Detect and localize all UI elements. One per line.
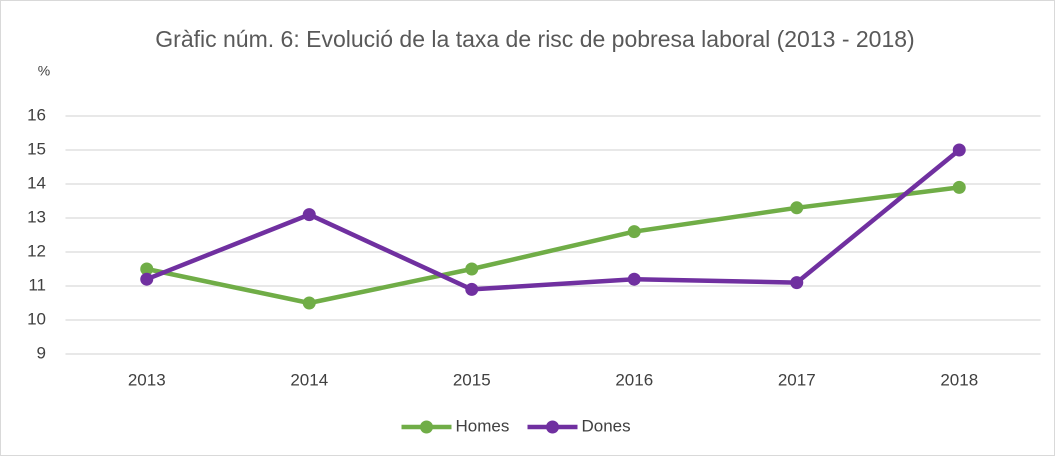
y-tick-label: 15 (27, 139, 46, 158)
data-point (465, 282, 479, 296)
data-point (465, 262, 479, 276)
data-point (790, 276, 804, 290)
data-point (952, 180, 966, 194)
y-tick-label: 14 (27, 173, 46, 192)
series-line (145, 148, 961, 292)
x-tick-label: 2013 (128, 370, 166, 389)
y-tick-label: 12 (27, 241, 46, 260)
data-point (952, 143, 966, 157)
data-point (302, 208, 316, 222)
y-tick-label: 10 (27, 309, 46, 328)
y-tick-label: 13 (27, 207, 46, 226)
data-point (627, 272, 641, 286)
series-line (146, 185, 960, 306)
legend-label: Homes (456, 416, 510, 435)
data-point (302, 296, 316, 310)
data-point (140, 262, 154, 276)
x-tick-label: 2015 (453, 370, 491, 389)
data-point (627, 225, 641, 239)
legend-label: Dones (582, 416, 631, 435)
data-point (790, 201, 804, 215)
x-tick-label: 2014 (290, 370, 328, 389)
x-tick-label: 2016 (615, 370, 653, 389)
y-axis-label: % (38, 63, 50, 79)
y-tick-label: 16 (27, 105, 46, 124)
legend-marker (546, 420, 559, 434)
data-point (140, 272, 154, 286)
x-tick-label: 2017 (778, 370, 816, 389)
chart-title: Gràfic núm. 6: Evolució de la taxa de ri… (155, 26, 915, 52)
x-tick-label: 2018 (940, 370, 978, 389)
y-tick-label: 11 (28, 275, 46, 294)
y-tick-label: 9 (37, 343, 46, 362)
legend-marker (420, 420, 433, 434)
